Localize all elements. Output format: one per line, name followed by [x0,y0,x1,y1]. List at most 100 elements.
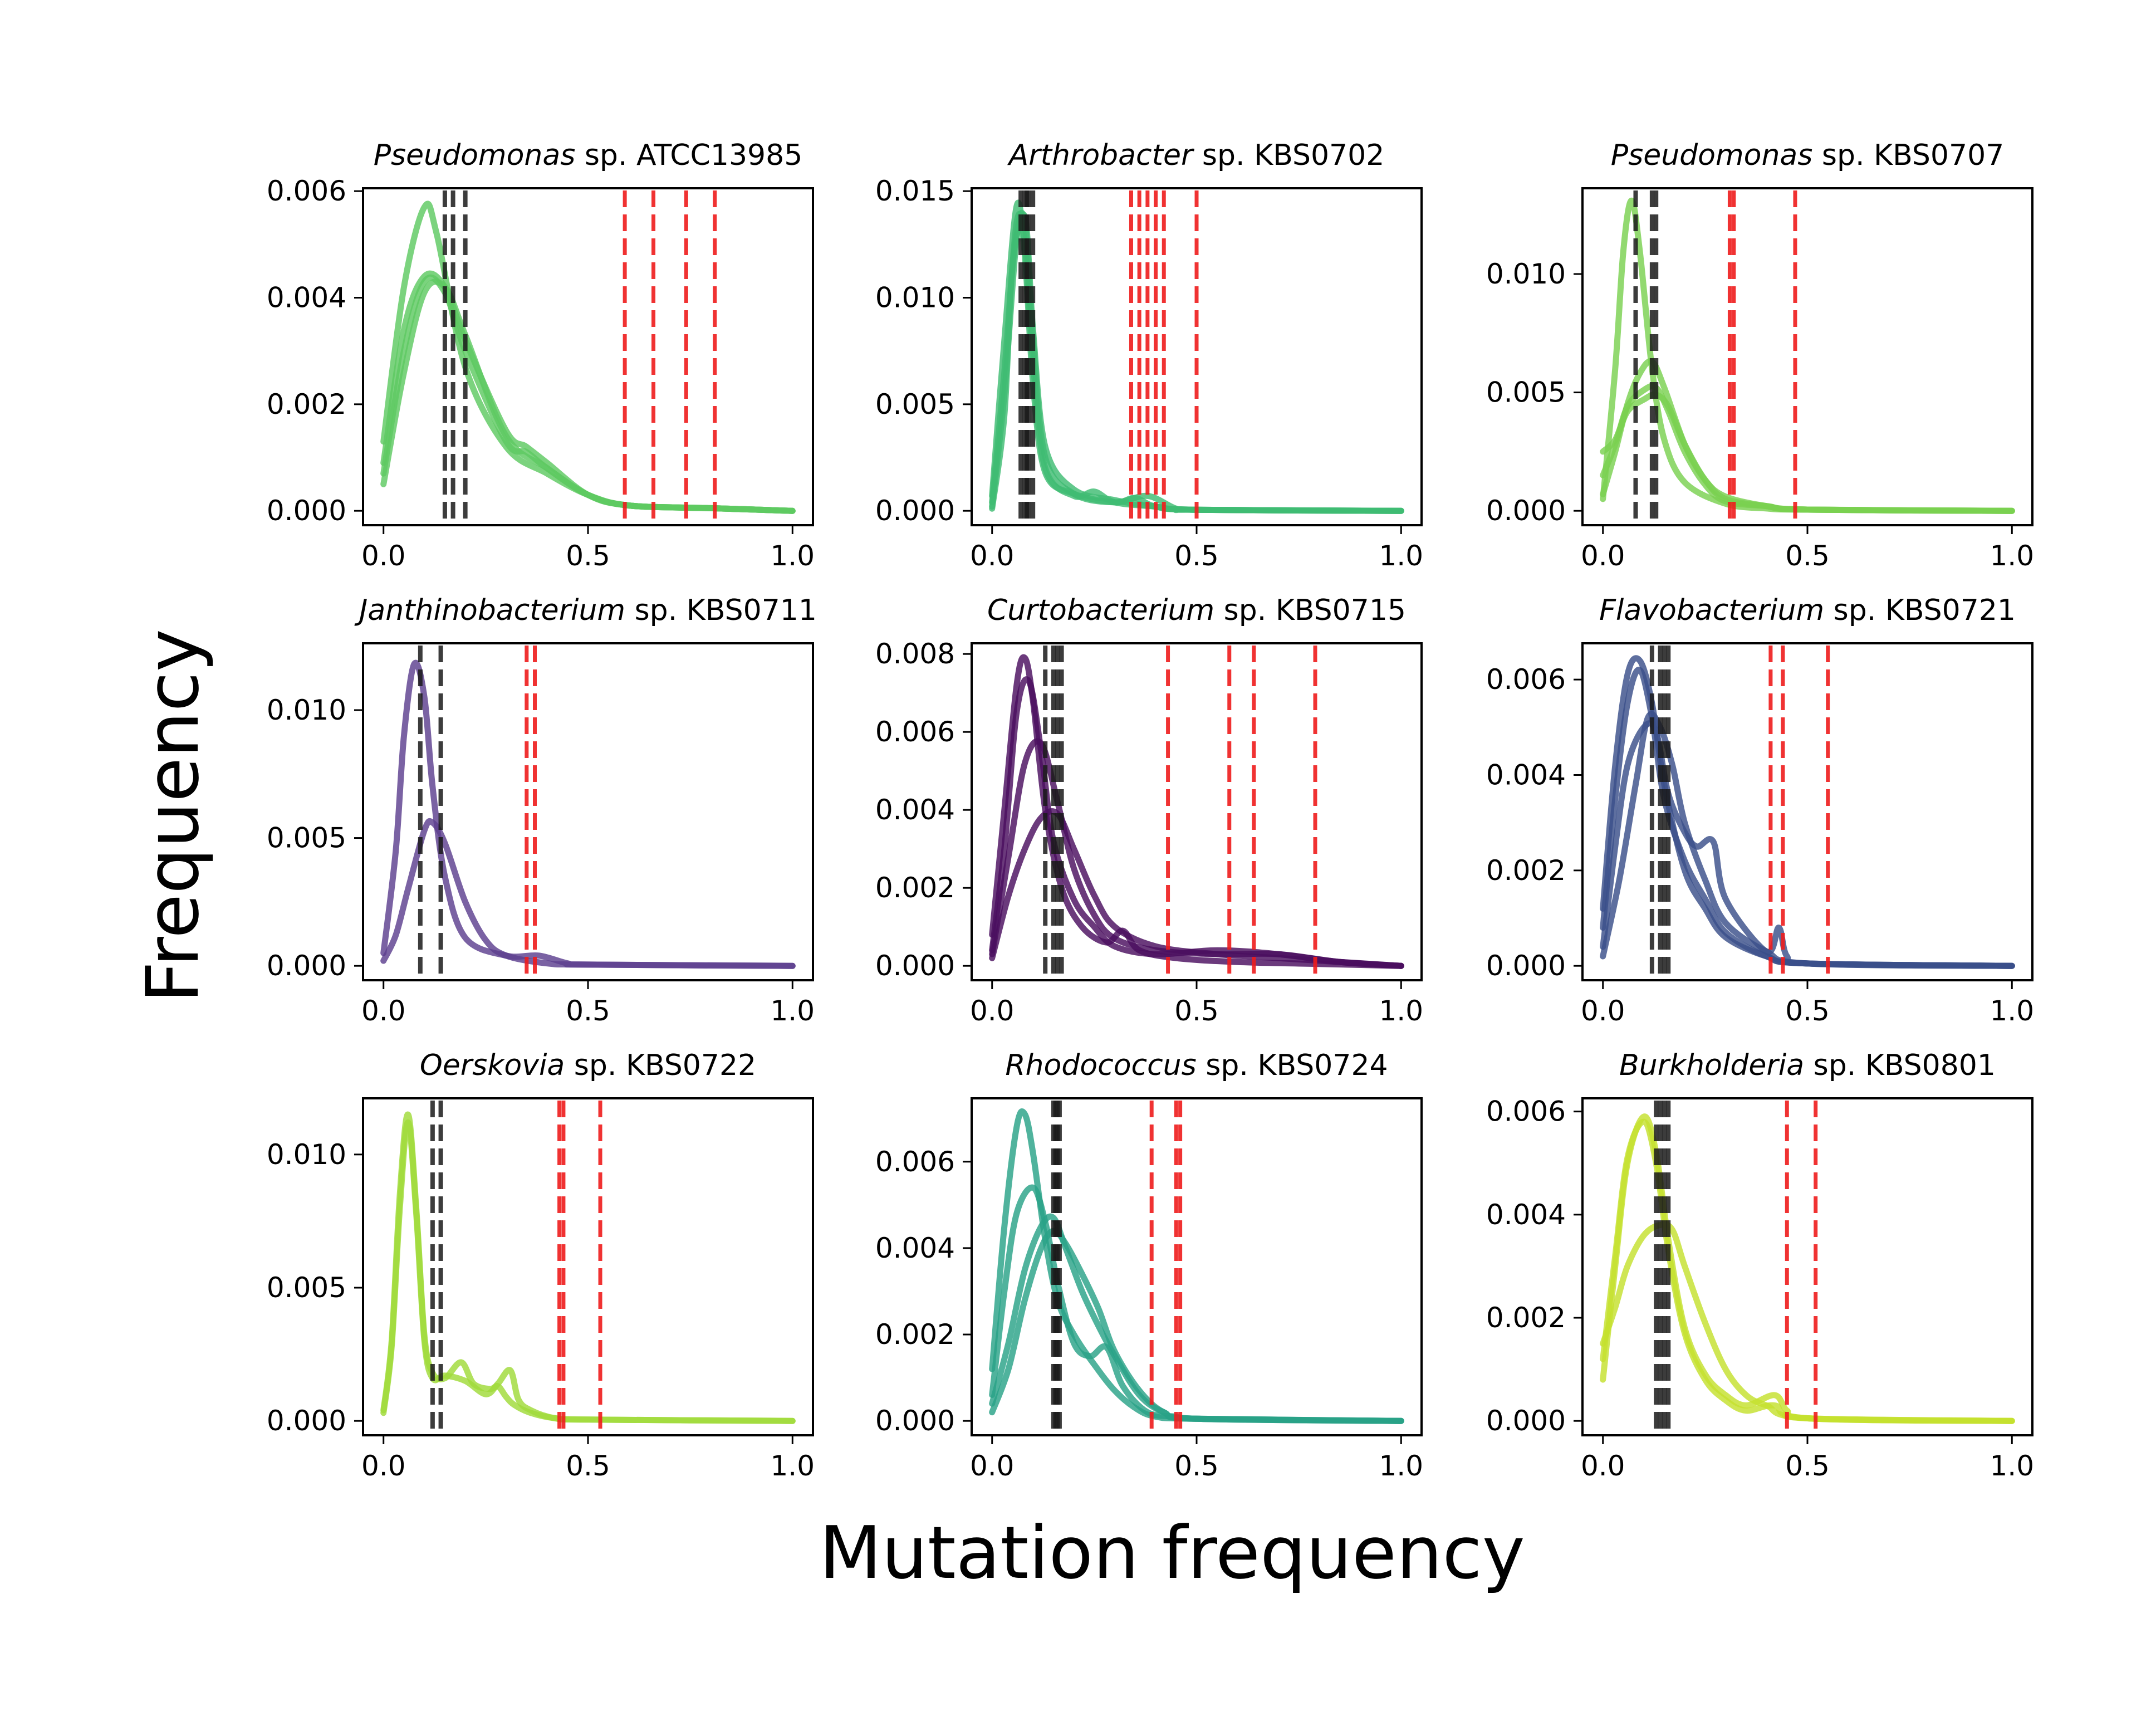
title-genus: Pseudomonas [1611,139,1813,172]
y-tick-label: 0.006 [875,1146,955,1178]
y-tick-label: 0.006 [1486,1096,1566,1128]
x-tick-label: 1.0 [771,540,815,572]
y-tick-label: 0.000 [1486,1405,1566,1437]
y-tick-label: 0.005 [267,1272,346,1304]
subplot-9: 0.0 0.5 1.0 0.000 0.002 0.004 0.006 Burkholderi… [1486,1049,2034,1482]
y-tick-label: 0.010 [1486,258,1566,290]
subplot-title: Oerskovia sp. KBS0722 [420,1049,756,1082]
axes-frame [1581,1097,2033,1436]
x-tick-label: 0.5 [566,995,610,1027]
y-tick-label: 0.006 [267,175,346,207]
x-tick-label: 1.0 [1990,1450,2035,1482]
title-genus: Arthrobacter [1007,139,1195,172]
x-tick-label: 1.0 [1990,995,2035,1027]
y-tick-label: 0.000 [1486,495,1566,527]
density-curve-3 [1600,391,2015,514]
plot-area [380,646,796,978]
axes-frame [362,187,814,526]
plot-area [380,190,796,523]
x-tick-label: 0.5 [566,540,610,572]
title-genus: Rhodococcus [1005,1049,1196,1082]
y-tick-label: 0.000 [267,950,346,982]
y-tick-label: 0.000 [1486,950,1566,982]
y-tick-label: 0.010 [267,694,346,726]
density-curve-1 [380,659,796,969]
x-tick-label: 1.0 [1379,995,1424,1027]
plot-area [1600,190,2015,523]
title-strain: sp. KBS0715 [1214,594,1406,627]
y-tick-label: 0.005 [1486,377,1566,409]
y-tick-label: 0.004 [1486,1199,1566,1231]
plot-area [989,646,1404,978]
subplot-title: Pseudomonas sp. KBS0707 [1611,139,2005,172]
y-tick-label: 0.002 [1486,854,1566,887]
y-tick-label: 0.004 [875,794,955,826]
x-tick-label: 0.0 [361,1450,406,1482]
x-tick-label: 1.0 [1379,1450,1424,1482]
subplot-8: 0.0 0.5 1.0 0.000 0.002 0.004 0.006 Rhodococcus… [875,1049,1423,1482]
x-axis-label: Mutation frequency [819,1510,1525,1595]
y-tick-label: 0.002 [267,388,346,421]
x-tick-label: 1.0 [1379,540,1424,572]
x-tick-label: 0.5 [1174,995,1219,1027]
y-tick-label: 0.000 [267,1405,346,1437]
density-curve-4 [1600,711,2015,969]
x-tick-label: 0.0 [361,540,406,572]
title-strain: sp. KBS0722 [565,1049,756,1082]
y-tick-label: 0.002 [1486,1302,1566,1334]
x-tick-label: 0.0 [970,1450,1015,1482]
title-genus: Curtobacterium [987,594,1214,627]
title-genus: Janthinobacterium [354,594,625,627]
axes-frame [971,642,1423,981]
y-tick-label: 0.002 [875,1318,955,1351]
y-tick-label: 0.000 [267,495,346,527]
subplot-title: Curtobacterium sp. KBS0715 [987,594,1406,627]
title-genus: Burkholderia [1619,1049,1804,1082]
x-tick-label: 0.5 [1785,995,1830,1027]
x-tick-label: 0.0 [1581,995,1625,1027]
subplot-title: Burkholderia sp. KBS0801 [1619,1049,1996,1082]
plot-area [989,190,1404,523]
subplot-7: 0.0 0.5 1.0 0.000 0.005 0.010 Oerskovia sp. KB… [267,1049,815,1482]
x-tick-label: 0.0 [970,995,1015,1027]
x-tick-label: 0.5 [1174,540,1219,572]
density-curve-4 [1600,383,2015,514]
subplot-2: 0.0 0.5 1.0 0.000 0.005 0.010 0.015 Arthrobacte… [875,139,1423,572]
title-genus: Oerskovia [420,1049,565,1082]
subplot-title: Arthrobacter sp. KBS0702 [1007,139,1385,172]
x-tick-label: 0.5 [566,1450,610,1482]
x-tick-label: 1.0 [771,995,815,1027]
title-genus: Flavobacterium [1599,594,1824,627]
axes-frame [971,1097,1423,1436]
title-strain: sp. KBS0721 [1824,594,2016,627]
subplot-title: Flavobacterium sp. KBS0721 [1599,594,2016,627]
y-tick-label: 0.000 [875,1405,955,1437]
subplot-6: 0.0 0.5 1.0 0.000 0.002 0.004 0.006 Flavobacter… [1486,594,2034,1027]
title-strain: sp. KBS0702 [1193,139,1384,172]
y-axis-label: Frequency [130,629,215,1003]
y-tick-label: 0.006 [1486,663,1566,696]
plot-area [1600,646,2015,978]
plot-area [1600,1101,2015,1433]
y-tick-label: 0.002 [875,872,955,904]
subplot-5: 0.0 0.5 1.0 0.000 0.002 0.004 0.006 0.008 Curtob… [875,594,1423,1027]
x-tick-label: 0.0 [1581,540,1625,572]
plot-area [989,1101,1404,1433]
y-tick-label: 0.008 [875,638,955,670]
y-tick-label: 0.015 [875,175,955,207]
density-curve-2 [380,1119,796,1424]
x-tick-label: 0.0 [361,995,406,1027]
plot-area [380,1101,796,1433]
title-strain: sp. KBS0801 [1804,1049,1996,1082]
x-tick-label: 0.5 [1785,1450,1830,1482]
title-strain: sp. KBS0724 [1197,1049,1388,1082]
x-tick-label: 0.0 [970,540,1015,572]
y-tick-label: 0.000 [875,495,955,527]
title-strain: sp. KBS0707 [1812,139,2004,172]
y-tick-label: 0.006 [875,716,955,748]
x-tick-label: 0.5 [1785,540,1830,572]
subplot-3: 0.0 0.5 1.0 0.000 0.005 0.010 Pseudomonas sp. … [1486,139,2034,572]
subplot-1: 0.0 0.5 1.0 0.000 0.002 0.004 0.006 Pseudomonas… [267,139,815,572]
subplot-title: Janthinobacterium sp. KBS0711 [354,594,817,627]
